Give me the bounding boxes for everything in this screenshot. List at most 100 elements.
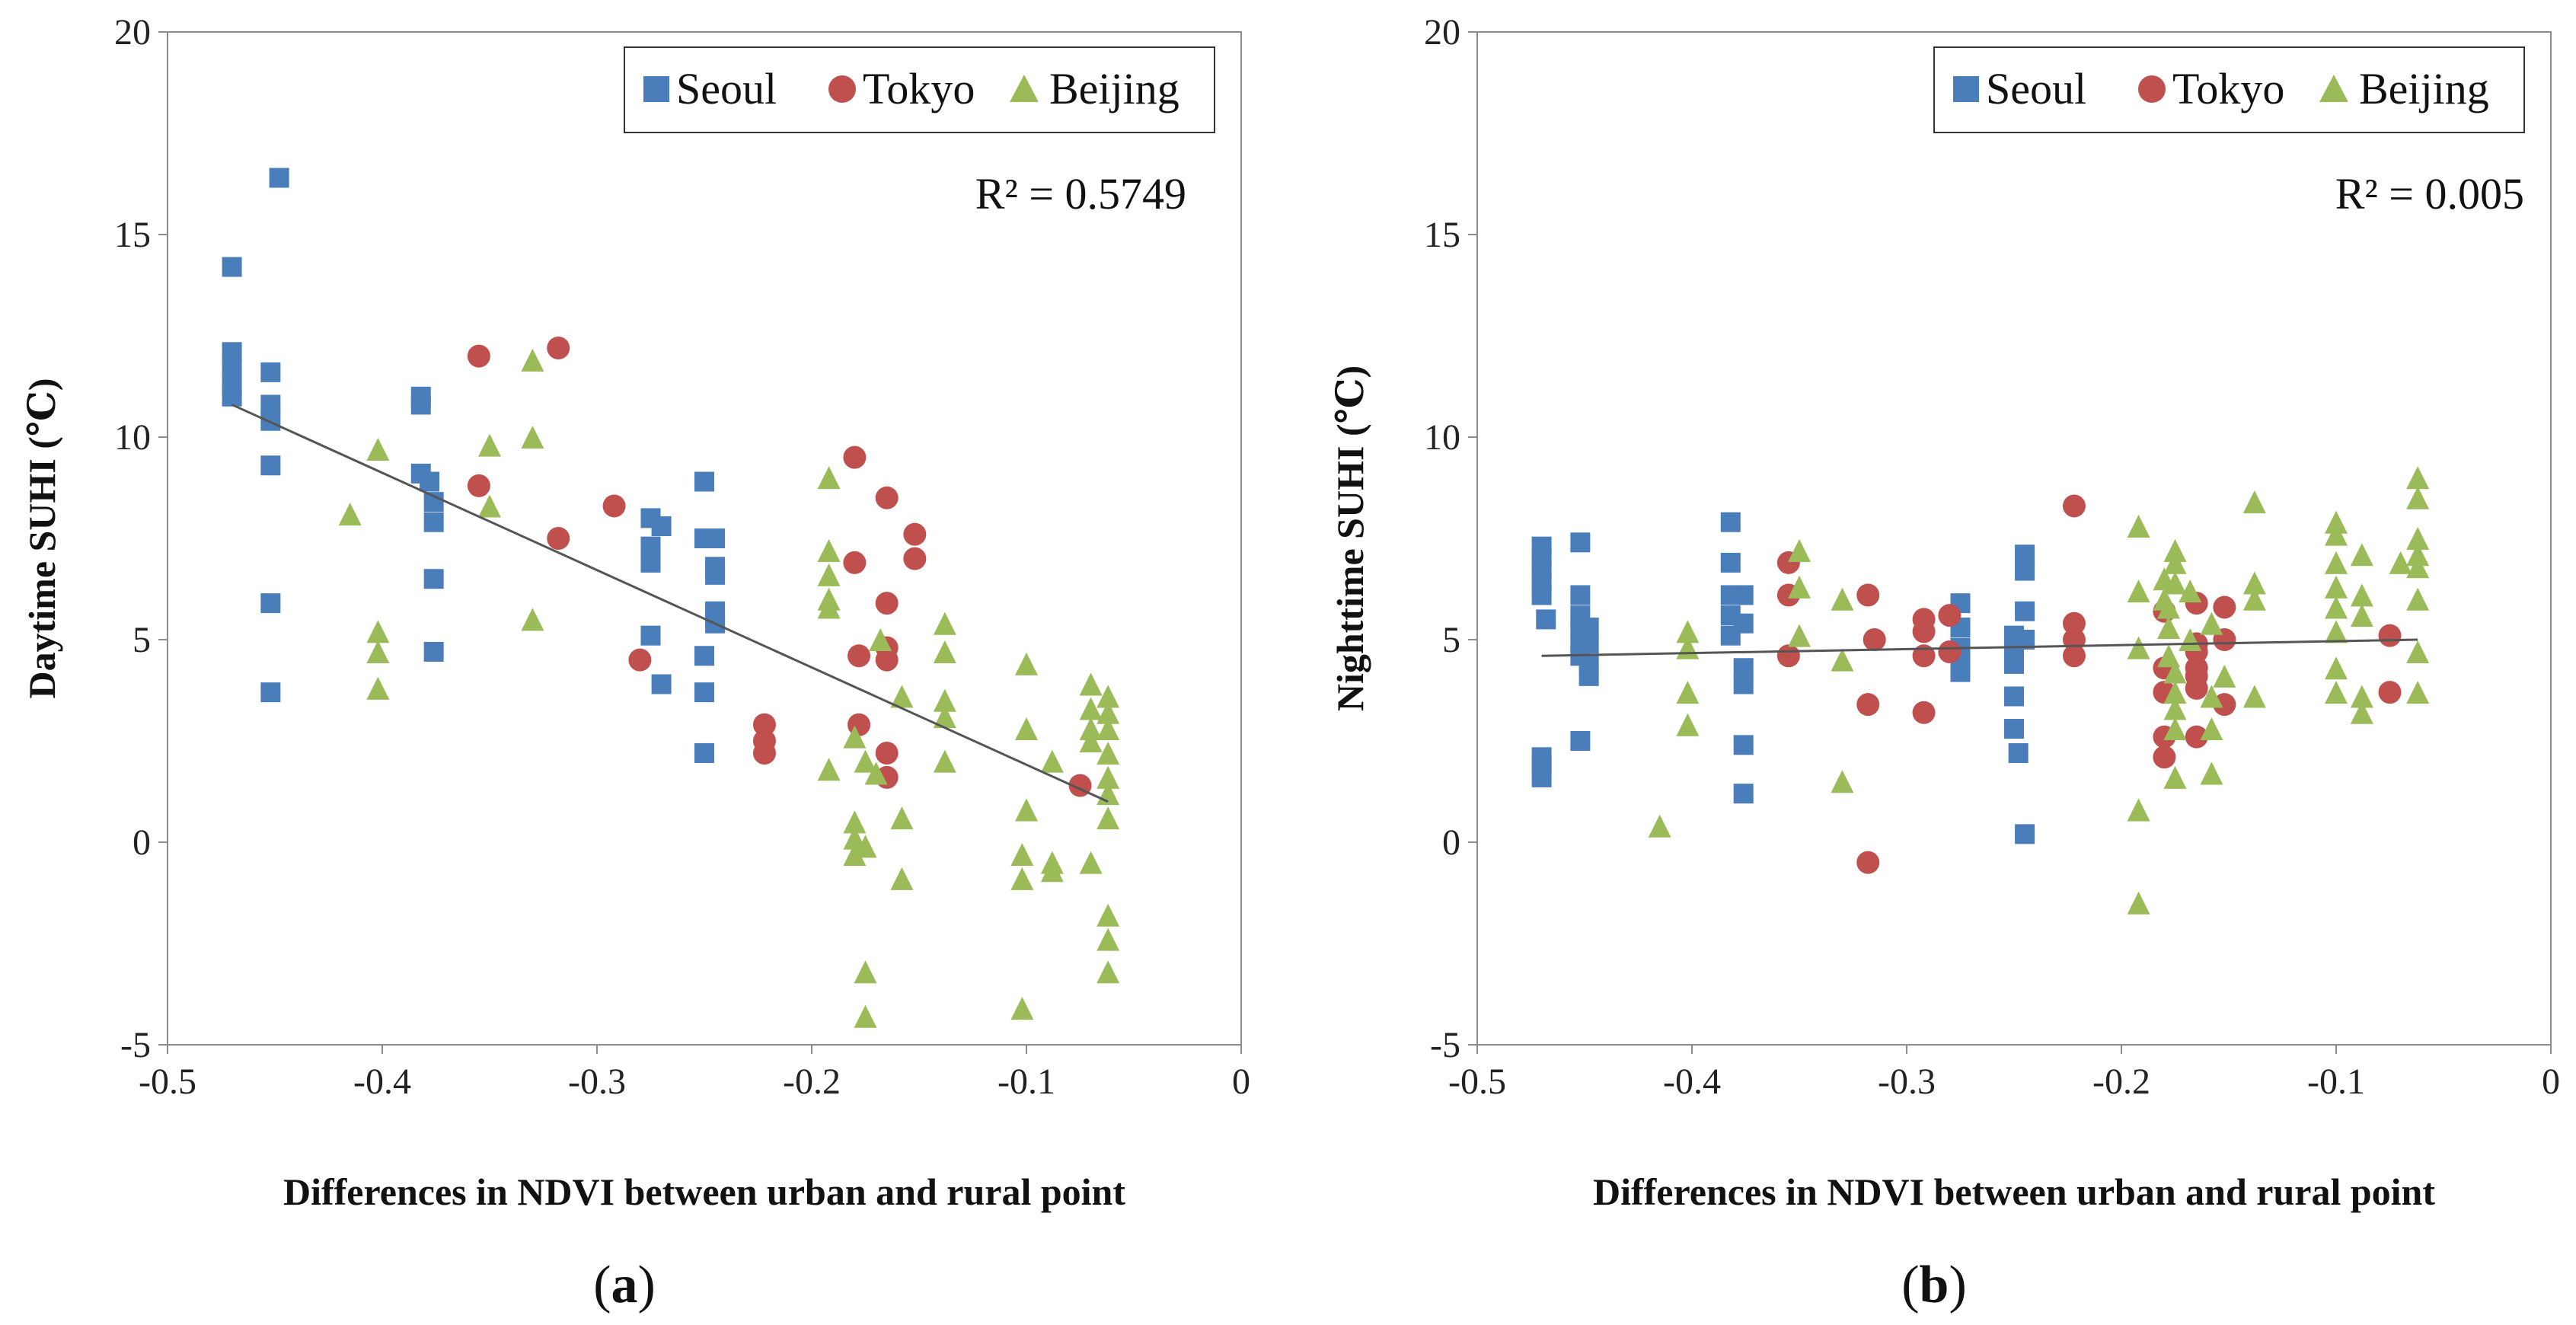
point-beijing <box>2406 466 2430 490</box>
x-tick-label: 0 <box>2542 1062 2560 1102</box>
point-beijing <box>2406 587 2430 611</box>
point-tokyo <box>2062 494 2086 518</box>
point-beijing <box>2350 685 2373 708</box>
point-beijing <box>1010 867 1034 890</box>
x-tick-label: -0.1 <box>998 1062 1055 1102</box>
point-beijing <box>2389 551 2412 574</box>
legend-marker-beijing <box>2319 75 2348 102</box>
point-beijing <box>2242 490 2266 514</box>
point-tokyo <box>2213 595 2236 619</box>
point-beijing <box>854 835 877 858</box>
point-seoul <box>1733 735 1754 755</box>
point-beijing <box>890 685 914 708</box>
point-tokyo <box>903 522 927 546</box>
point-beijing <box>2350 604 2373 627</box>
x-axis-title: Differences in NDVI between urban and ru… <box>1593 1170 2435 1213</box>
point-beijing <box>366 437 390 461</box>
point-beijing <box>2127 579 2150 603</box>
point-tokyo <box>752 741 776 765</box>
point-beijing <box>1788 624 1811 647</box>
point-tokyo <box>2062 644 2086 668</box>
point-beijing <box>1831 587 1854 611</box>
point-seoul <box>694 742 714 763</box>
point-tokyo <box>2378 681 2402 704</box>
x-tick-label: -0.2 <box>2092 1062 2150 1102</box>
point-beijing <box>366 620 390 643</box>
point-seoul <box>1578 634 1599 654</box>
point-beijing <box>2325 681 2348 704</box>
point-seoul <box>260 410 281 431</box>
point-beijing <box>817 466 841 490</box>
legend-label-beijing: Beijing <box>2359 64 2489 113</box>
point-beijing <box>843 810 867 834</box>
x-tick-label: -0.2 <box>783 1062 841 1102</box>
point-beijing <box>2325 510 2348 534</box>
point-seoul <box>1570 731 1591 751</box>
point-beijing <box>817 595 841 619</box>
y-tick-label: 20 <box>1424 12 1460 53</box>
x-tick-label: -0.1 <box>2307 1062 2365 1102</box>
plot-area <box>1476 31 2552 1046</box>
x-tick-label: 0 <box>1232 1062 1250 1102</box>
point-beijing <box>2163 551 2187 574</box>
point-seoul <box>694 471 714 492</box>
point-beijing <box>2406 555 2430 579</box>
y-tick-label: 10 <box>114 417 151 458</box>
point-beijing <box>2163 538 2187 562</box>
point-seoul <box>222 386 242 407</box>
point-tokyo <box>547 527 570 550</box>
point-tokyo <box>1912 620 1936 643</box>
point-tokyo <box>2378 624 2402 647</box>
point-seoul <box>651 674 672 694</box>
x-tick-label: -0.4 <box>1663 1062 1721 1102</box>
legend-label-seoul: Seoul <box>1986 64 2086 113</box>
point-seoul <box>1720 512 1741 532</box>
point-beijing <box>2127 891 2150 915</box>
point-tokyo <box>1856 583 1880 607</box>
legend-label-seoul: Seoul <box>676 64 777 113</box>
point-seoul <box>269 168 289 188</box>
point-seoul <box>2015 824 2035 844</box>
point-beijing <box>2127 636 2150 659</box>
legend-marker-tokyo <box>828 75 856 103</box>
point-beijing <box>1788 538 1811 562</box>
point-beijing <box>890 806 914 830</box>
point-beijing <box>1096 717 1120 741</box>
point-seoul <box>1536 609 1556 630</box>
point-tokyo <box>2062 611 2086 635</box>
point-beijing <box>933 749 956 773</box>
point-beijing <box>1015 798 1038 822</box>
point-beijing <box>2406 527 2430 550</box>
point-beijing <box>2163 765 2187 789</box>
point-seoul <box>1720 552 1741 573</box>
point-tokyo <box>843 551 867 574</box>
point-seoul <box>260 682 281 703</box>
point-beijing <box>2242 571 2266 595</box>
point-tokyo <box>875 741 899 765</box>
point-seoul <box>1733 613 1754 634</box>
point-tokyo <box>1938 640 1962 663</box>
point-beijing <box>843 826 867 850</box>
point-beijing <box>1096 903 1120 927</box>
point-beijing <box>933 640 956 663</box>
point-seoul <box>2015 560 2035 581</box>
point-tokyo <box>1856 851 1880 874</box>
point-seoul <box>2004 719 2024 739</box>
point-beijing <box>2157 595 2181 619</box>
point-seoul <box>1733 585 1754 605</box>
point-beijing <box>2325 620 2348 643</box>
point-beijing <box>1079 717 1103 741</box>
chart-panel-a: -0.5 -0.4 -0.3 -0.2 -0.1 0 -5 0 5 10 15 20 Daytime … <box>21 12 1250 1314</box>
point-beijing <box>864 761 888 785</box>
panel-label: (b) <box>1901 1256 1967 1314</box>
point-tokyo <box>875 592 899 615</box>
point-beijing <box>1096 960 1120 984</box>
point-beijing <box>2325 551 2348 574</box>
r-squared-label: R² = 0.5749 <box>975 169 1186 219</box>
point-seoul <box>694 646 714 666</box>
point-seoul <box>1950 662 1971 682</box>
legend-marker-beijing <box>1010 75 1039 102</box>
point-beijing <box>1010 997 1034 1020</box>
point-beijing <box>1079 851 1103 874</box>
y-axis-title: Daytime SUHI (℃) <box>21 378 63 699</box>
